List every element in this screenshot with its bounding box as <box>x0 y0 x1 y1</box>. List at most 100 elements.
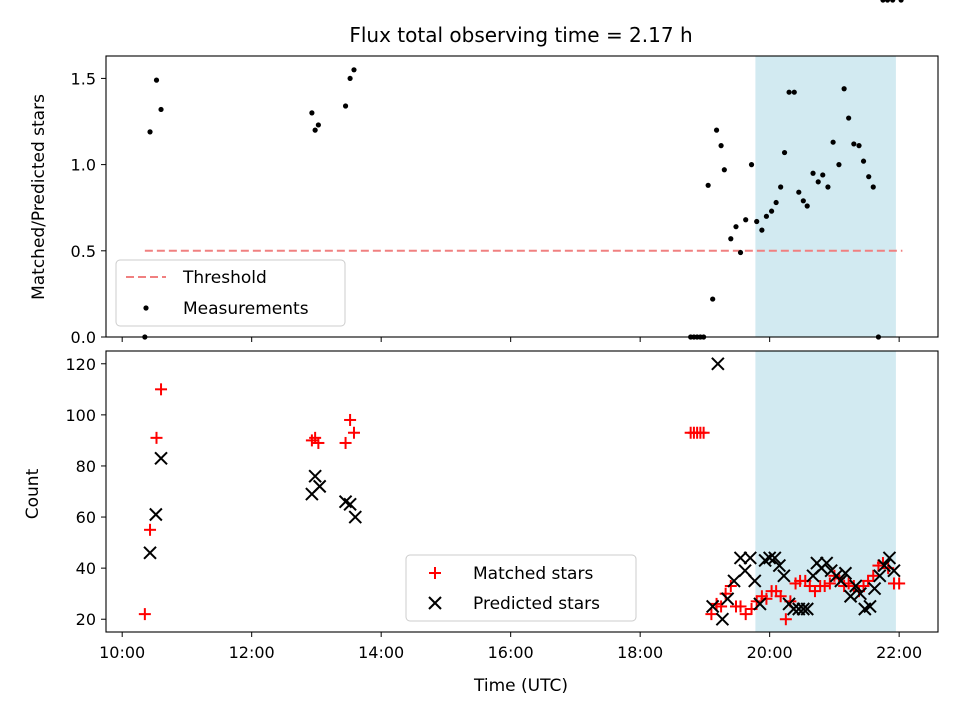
matched-stars-point <box>862 574 875 587</box>
count-y-tick-label: 20 <box>76 610 96 629</box>
measurement-point <box>773 199 779 206</box>
count-panel: 20 40 60 80 100 120 10:00 12:00 14:00 16:00 18:00… <box>23 350 939 696</box>
measurement-point <box>781 149 788 156</box>
predicted-stars-point <box>733 551 748 565</box>
measurement-point <box>759 227 765 233</box>
measurement-point <box>347 75 353 82</box>
predicted-stars-point <box>748 574 762 588</box>
predicted-stars-point <box>727 574 741 588</box>
ratio-y-tick-label: 1.0 <box>71 156 96 175</box>
ratio-y-tick-label: 0.0 <box>71 328 96 347</box>
matched-stars-point <box>705 608 718 621</box>
measurement-point <box>748 162 755 168</box>
predicted-stars-point <box>343 497 357 511</box>
matched-stars-point <box>312 436 325 449</box>
measurement-point <box>851 141 857 147</box>
chart-title: Flux total observing time = 2.17 h <box>349 23 692 47</box>
count-y-tick-label: 100 <box>65 406 96 425</box>
predicted-stars-point <box>834 574 848 588</box>
x-tick-label: 16:00 <box>488 643 534 662</box>
measurement-point <box>342 103 349 109</box>
predicted-stars-point <box>753 597 767 611</box>
count-y-tick-label: 40 <box>76 559 96 578</box>
measurement-point <box>315 122 321 128</box>
matched-legend-swatch <box>429 567 441 579</box>
ratio-panel: 0.0 0.5 1.0 1.5 Matched/Predicted stars Thr… <box>29 0 939 347</box>
measurement-point <box>866 174 872 180</box>
matched-stars-point <box>155 383 168 396</box>
measurement-point <box>836 162 842 168</box>
predicted-legend-label: Predicted stars <box>473 594 600 614</box>
matched-stars-point <box>779 613 792 626</box>
measurement-point <box>743 217 749 223</box>
ratio-y-tick-label: 0.5 <box>71 242 96 261</box>
measurement-point <box>769 208 775 214</box>
matched-stars-point <box>138 608 151 621</box>
predicted-legend-swatch <box>428 596 442 610</box>
predicted-stars-point <box>800 602 814 616</box>
matched-stars-point <box>818 580 831 593</box>
matched-stars-point <box>893 577 906 590</box>
measurement-point <box>778 184 784 190</box>
measurement-point <box>705 182 711 188</box>
predicted-stars-point <box>711 357 725 371</box>
predicted-stars-point <box>882 551 897 565</box>
measurement-point <box>737 249 744 256</box>
measurement-point <box>815 179 821 185</box>
measurements-legend-swatch <box>143 305 149 311</box>
predicted-stars-point <box>786 602 801 616</box>
measurement-point <box>841 86 847 92</box>
measurement-point <box>898 0 904 3</box>
predicted-stars-point <box>143 546 157 560</box>
matched-stars-point <box>715 600 728 613</box>
ratio-panel-frame <box>105 55 939 338</box>
x-tick-label: 12:00 <box>229 643 275 662</box>
predicted-stars-point <box>777 569 791 583</box>
measurement-point <box>884 0 891 3</box>
predicted-stars-point <box>843 589 858 603</box>
measurement-point <box>718 143 724 149</box>
count-legend-box <box>405 554 637 622</box>
x-tick-label: 14:00 <box>358 643 404 662</box>
measurement-point <box>880 0 886 3</box>
measurement-point <box>713 127 720 133</box>
matched-stars-point <box>150 431 163 444</box>
matched-stars-point <box>344 413 357 426</box>
predicted-stars-point <box>887 563 901 578</box>
predicted-stars-point <box>154 451 168 465</box>
predicted-stars-point <box>149 507 163 522</box>
matched-stars-point <box>823 577 836 590</box>
predicted-stars-point <box>772 558 787 573</box>
measurement-point <box>796 189 802 195</box>
x-tick-label: 22:00 <box>876 643 922 662</box>
x-tick-label: 20:00 <box>747 643 793 662</box>
measurement-point <box>721 167 727 173</box>
ratio-legend-box <box>115 259 346 327</box>
predicted-stars-point <box>312 479 327 494</box>
measurement-point <box>351 67 357 73</box>
measurement-point <box>825 184 831 190</box>
predicted-stars-point <box>796 602 811 616</box>
predicted-stars-point <box>743 551 757 565</box>
matched-stars-point <box>339 436 352 449</box>
matched-stars-point <box>867 569 880 582</box>
predicted-stars-point <box>308 469 322 483</box>
predicted-stars-point <box>849 579 863 593</box>
count-y-axis-label: Count <box>23 468 43 519</box>
matched-stars-point <box>774 590 787 603</box>
measurement-point <box>830 139 836 145</box>
matched-stars-point <box>697 426 710 439</box>
matched-stars-point <box>808 585 821 598</box>
ratio-y-tick-label: 1.5 <box>71 69 96 88</box>
x-axis-label: Time (UTC) <box>473 676 568 696</box>
predicted-stars-point <box>867 581 882 596</box>
measurement-point <box>800 198 806 204</box>
measurement-point <box>804 203 810 209</box>
threshold-legend-label: Threshold <box>182 268 267 288</box>
ratio-legend: Threshold Measurements <box>115 259 346 327</box>
predicted-stars-point <box>838 566 853 580</box>
measurement-point <box>312 127 318 133</box>
measurement-point <box>763 213 770 219</box>
predicted-stars-point <box>705 599 720 614</box>
